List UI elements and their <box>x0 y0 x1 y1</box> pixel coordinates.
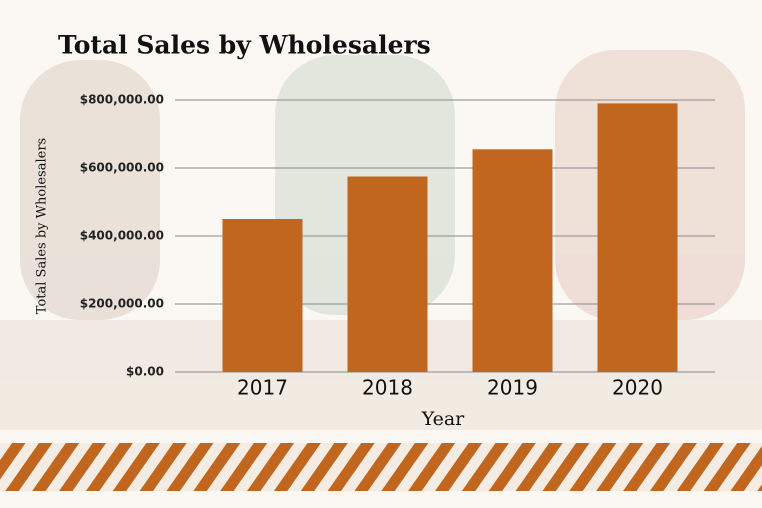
y-tick-label: $400,000.00 <box>80 229 164 243</box>
bar <box>472 149 553 372</box>
x-tick-label: 2019 <box>487 376 538 400</box>
y-tick-label: $800,000.00 <box>80 93 164 107</box>
y-axis-title: Total Sales by Wholesalers <box>35 138 50 314</box>
y-tick-label: $600,000.00 <box>80 161 164 175</box>
bar <box>347 176 428 372</box>
x-tick-label: 2018 <box>362 376 413 400</box>
x-axis-title: Year <box>421 408 465 430</box>
bar <box>222 219 303 372</box>
stripe-band <box>0 443 762 491</box>
chart-title: Total Sales by Wholesalers <box>58 31 431 60</box>
x-tick-label: 2017 <box>237 376 288 400</box>
y-tick-label: $0.00 <box>126 365 164 379</box>
bar <box>597 103 678 373</box>
x-tick-label: 2020 <box>612 376 663 400</box>
y-tick-label: $200,000.00 <box>80 297 164 311</box>
